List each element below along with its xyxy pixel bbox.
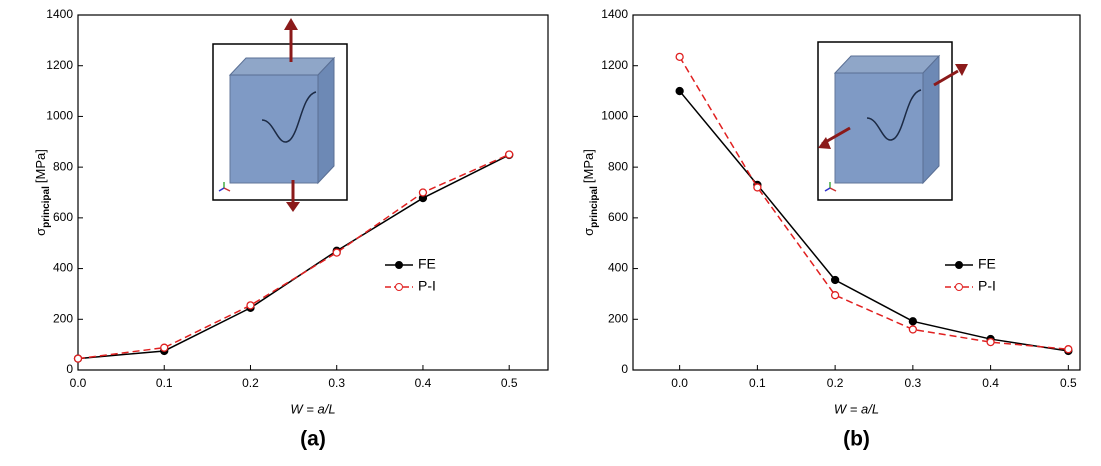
data-point: [160, 343, 169, 352]
series-line: [77, 153, 510, 360]
x-tick-label: 0.0: [70, 376, 87, 390]
legend-marker: [955, 283, 963, 291]
data-point: [418, 188, 428, 197]
y-axis-label: σprincipal [MPa]: [33, 149, 51, 236]
y-label-unit: [MPa]: [33, 149, 48, 183]
caption: (b): [843, 428, 870, 451]
plot-frame: [632, 14, 1081, 371]
inset-diagram: [817, 41, 968, 201]
panel: 0 200 400 600 800 1000 1200 1400 0.0 0.1 0.2 0.3 0.4…: [33, 7, 549, 451]
data-point: [753, 183, 762, 192]
legend-marker: [395, 261, 403, 269]
y-label-symbol: σ: [33, 228, 48, 236]
data-point: [908, 317, 918, 326]
y-tick-label: 400: [53, 261, 73, 275]
y-tick-label: 1400: [601, 7, 628, 21]
data-point: [675, 86, 684, 96]
data-point: [675, 52, 684, 61]
series-line: [678, 56, 1069, 350]
y-tick-label: 800: [608, 159, 628, 173]
data-point: [73, 354, 83, 363]
y-tick-label: 400: [608, 261, 628, 275]
inset-diagram: [212, 18, 348, 212]
data-point: [830, 291, 840, 300]
y-tick-label: 1200: [601, 58, 628, 72]
x-tick-label: 0.2: [242, 376, 259, 390]
y-tick-label: 600: [53, 210, 73, 224]
x-tick-label: 0.4: [415, 376, 432, 390]
y-tick-label: 0: [66, 362, 73, 376]
x-tick-label: 0.5: [501, 376, 518, 390]
data-point: [830, 275, 840, 285]
x-tick-label: 0.3: [905, 376, 922, 390]
data-point: [332, 248, 341, 257]
legend-label: FE: [418, 256, 436, 272]
y-tick-label: 600: [608, 210, 628, 224]
x-axis-label: W = a/L: [290, 401, 335, 416]
y-tick-label: 200: [53, 311, 73, 325]
y-tick-label: 1000: [601, 109, 628, 123]
plot-frame: [77, 14, 549, 371]
legend-label: P-I: [418, 278, 436, 294]
series-line: [679, 90, 1069, 352]
y-label-symbol: σ: [581, 228, 596, 236]
y-tick-label: 1000: [46, 109, 73, 123]
x-tick-label: 0.3: [328, 376, 345, 390]
caption: (a): [300, 428, 326, 451]
x-tick-label: 0.0: [671, 376, 688, 390]
legend-marker: [395, 283, 403, 291]
y-tick-label: 1400: [46, 7, 73, 21]
data-point: [246, 301, 255, 310]
y-label-subscript: principal: [589, 186, 600, 228]
x-tick-label: 0.4: [982, 376, 999, 390]
y-tick-label: 0: [621, 362, 628, 376]
x-axis-label: W = a/L: [834, 401, 879, 416]
legend-label: P-I: [978, 278, 996, 294]
data-point: [908, 325, 918, 334]
data-point: [1064, 345, 1073, 354]
y-tick-label: 800: [53, 159, 73, 173]
y-tick-label: 1200: [46, 58, 73, 72]
legend-marker: [955, 261, 963, 269]
y-tick-label: 200: [608, 311, 628, 325]
x-tick-label: 0.1: [156, 376, 173, 390]
x-tick-label: 0.5: [1060, 376, 1077, 390]
legend-label: FE: [978, 256, 996, 272]
x-tick-label: 0.2: [827, 376, 844, 390]
y-label-unit: [MPa]: [581, 149, 596, 183]
y-axis-label: σprincipal [MPa]: [581, 149, 599, 236]
y-label-subscript: principal: [41, 186, 52, 228]
data-point: [505, 150, 514, 159]
data-point: [986, 337, 995, 347]
panel: 0 200 400 600 800 1000 1200 1400 0.0 0.1 0.2 0.3 0.4…: [581, 7, 1081, 451]
x-tick-label: 0.1: [749, 376, 766, 390]
